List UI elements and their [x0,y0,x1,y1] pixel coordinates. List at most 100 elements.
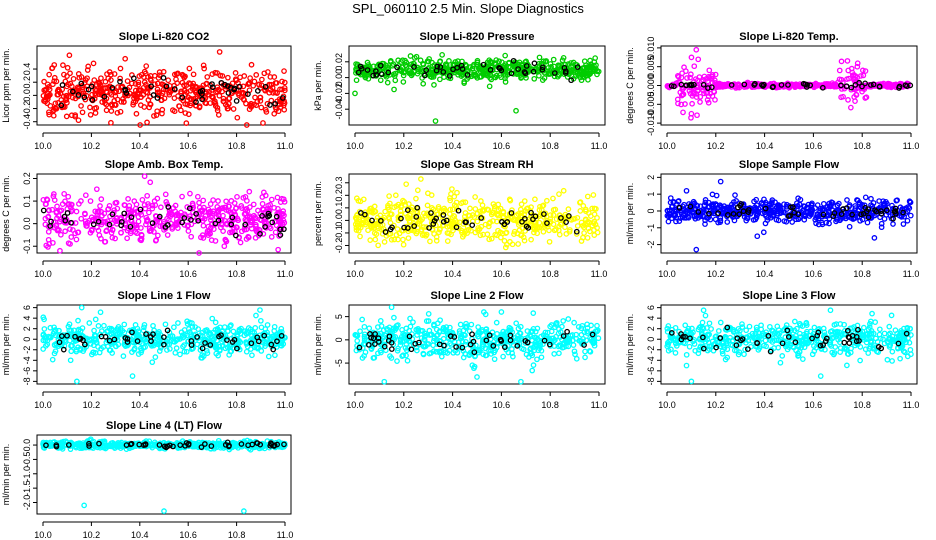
data-point [139,197,146,203]
data-point [158,340,164,347]
data-point [467,205,473,212]
data-point [268,234,275,240]
x-tick-label: 11.0 [277,400,294,410]
data-point [281,98,287,104]
data-point [237,239,244,246]
data-point [402,62,409,68]
data-point [235,217,241,224]
data-point [397,339,404,345]
data-point [581,58,588,65]
data-point [263,109,270,115]
data-point [533,335,540,341]
highlight-point [202,340,208,346]
data-point [173,345,180,351]
data-point [168,220,174,227]
highlight-point [446,73,453,79]
data-point [137,209,144,215]
data-point [563,231,570,237]
data-point [439,222,446,229]
y-tick-label: 0.00 [334,69,344,87]
data-point [580,203,587,209]
data-point [691,63,698,70]
data-point [177,351,183,358]
highlight-point [737,202,744,209]
data-point [523,351,530,358]
data-point [366,325,373,332]
data-point [44,197,51,203]
data-point [724,346,731,353]
data-point [691,89,697,96]
data-points [40,49,288,128]
data-point [78,215,85,222]
data-point [156,348,163,354]
data-point [361,323,368,330]
data-point [403,181,410,188]
data-point [568,67,575,74]
y-axis-label: ml/min per min. [625,314,635,376]
outlier-point [78,304,85,311]
data-point [156,89,163,95]
highlight-point [404,207,411,213]
data-point [464,230,471,236]
highlight-point [127,223,134,230]
highlight-point [365,341,372,348]
highlight-point [381,343,388,350]
data-point [550,195,556,202]
data-point [814,214,821,220]
highlight-point [179,94,186,101]
data-point [177,336,183,342]
highlight-point [560,333,567,339]
data-point [518,210,525,216]
data-point [884,200,890,207]
data-point [171,95,178,101]
highlight-point [523,63,530,69]
highlight-point [128,214,135,221]
data-point [542,329,549,336]
highlight-point [148,83,155,90]
data-point [223,238,230,245]
data-point [166,212,172,219]
data-point [66,333,72,339]
data-point [108,327,115,334]
data-point [428,192,435,198]
data-point [687,74,693,81]
data-point [203,100,210,107]
data-point [702,312,709,319]
data-point [101,238,108,245]
data-point [251,344,258,351]
data-point [368,346,375,352]
outlier-point [518,378,524,385]
data-point [97,82,104,88]
highlight-point [740,208,747,214]
data-point [431,82,437,88]
data-point [194,341,201,348]
data-point [731,217,738,224]
highlight-point [236,83,242,90]
highlight-point [106,221,113,228]
data-point [70,227,76,233]
data-point [253,72,260,78]
highlight-point [358,210,364,216]
data-point [68,234,75,240]
chart-panel-3: Slope Li-820 Temp.10.0 10.2 10.4 10.6 10.8 11… [625,31,919,151]
data-point [460,347,467,354]
data-point [555,343,562,350]
data-point [134,90,141,97]
data-point [580,222,586,229]
highlight-point [394,64,400,71]
data-point [795,203,801,210]
data-point [580,73,586,79]
data-point [63,113,70,120]
highlight-point [188,338,195,344]
x-tick-label: 10.2 [83,141,101,151]
highlight-point [450,66,456,73]
data-point [117,325,124,332]
data-point [569,332,576,338]
data-point [853,91,859,98]
data-point [808,201,815,208]
highlight-point [573,228,580,235]
data-point [860,72,867,79]
data-point [58,231,64,238]
data-point [200,235,207,241]
